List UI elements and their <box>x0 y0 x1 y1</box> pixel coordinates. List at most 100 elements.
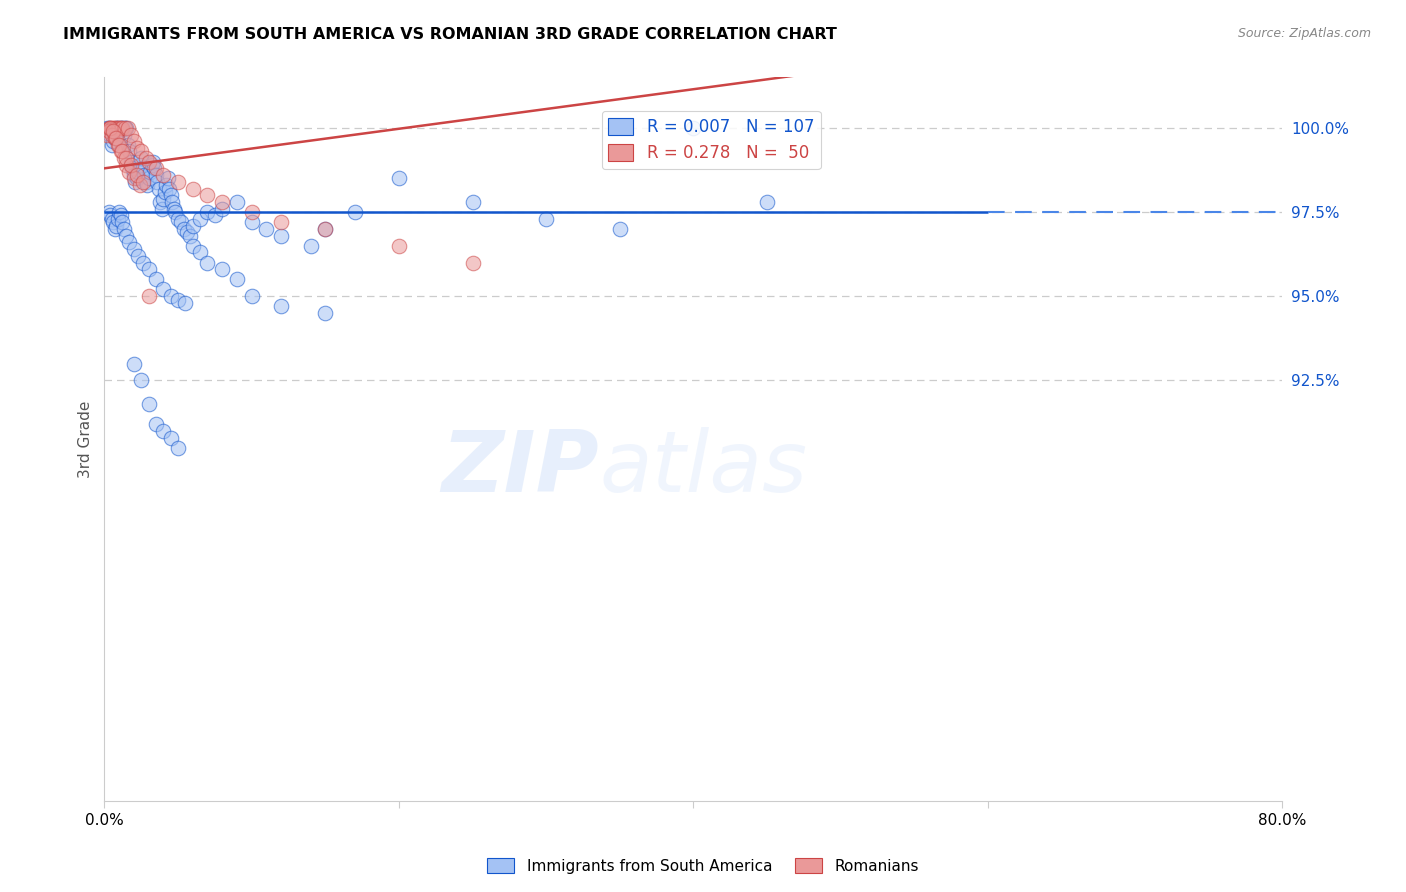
Point <box>461 255 484 269</box>
Point <box>145 161 167 176</box>
Point <box>181 238 204 252</box>
Point <box>128 178 150 193</box>
Point <box>127 164 149 178</box>
Point <box>314 306 336 320</box>
Point <box>240 205 263 219</box>
Point <box>118 145 141 159</box>
Point <box>153 185 176 199</box>
Point <box>388 238 411 252</box>
Point <box>138 154 160 169</box>
Point <box>135 175 157 189</box>
Point <box>270 228 292 243</box>
Point <box>115 120 138 135</box>
Point <box>138 171 160 186</box>
Point <box>131 175 153 189</box>
Point <box>188 245 211 260</box>
Point <box>107 120 129 135</box>
Point <box>103 135 125 149</box>
Point <box>100 128 122 142</box>
Point <box>107 120 129 135</box>
Point <box>160 194 183 209</box>
Point <box>299 238 322 252</box>
Point <box>118 164 141 178</box>
Point <box>105 131 128 145</box>
Point <box>152 424 174 438</box>
Point <box>125 141 148 155</box>
Text: IMMIGRANTS FROM SOUTH AMERICA VS ROMANIAN 3RD GRADE CORRELATION CHART: IMMIGRANTS FROM SOUTH AMERICA VS ROMANIA… <box>63 27 837 42</box>
Point <box>139 164 162 178</box>
Point <box>104 131 127 145</box>
Point <box>143 161 166 176</box>
Point <box>97 205 120 219</box>
Point <box>114 120 136 135</box>
Point <box>165 205 187 219</box>
Point <box>181 219 204 233</box>
Point <box>104 222 127 236</box>
Point <box>108 205 131 219</box>
Point <box>134 168 156 182</box>
Point <box>112 222 135 236</box>
Point <box>110 120 132 135</box>
Point <box>115 158 138 172</box>
Point <box>240 289 263 303</box>
Point <box>141 158 163 172</box>
Point <box>112 128 135 142</box>
Point <box>97 124 120 138</box>
Point <box>146 175 169 189</box>
Point <box>96 128 118 142</box>
Point <box>105 219 128 233</box>
Point <box>148 181 170 195</box>
Text: atlas: atlas <box>599 426 807 509</box>
Point <box>314 222 336 236</box>
Point <box>162 202 184 216</box>
Point <box>108 137 131 152</box>
Point <box>159 188 181 202</box>
Point <box>155 178 177 193</box>
Y-axis label: 3rd Grade: 3rd Grade <box>79 401 93 478</box>
Point <box>105 120 128 135</box>
Point <box>122 171 145 186</box>
Point <box>756 194 779 209</box>
Point <box>240 215 263 229</box>
Point <box>135 151 157 165</box>
Point <box>138 289 160 303</box>
Point <box>174 296 197 310</box>
Point <box>129 145 152 159</box>
Point <box>159 431 181 445</box>
Point <box>211 262 233 277</box>
Point <box>103 215 125 229</box>
Point <box>270 299 292 313</box>
Point <box>157 181 180 195</box>
Point <box>111 120 134 135</box>
Point <box>100 211 122 226</box>
Point <box>138 397 160 411</box>
Point <box>124 175 146 189</box>
Point <box>145 417 167 431</box>
Point <box>122 242 145 256</box>
Point <box>122 135 145 149</box>
Point <box>114 120 136 135</box>
Point <box>127 249 149 263</box>
Point <box>170 215 193 229</box>
Point <box>343 205 366 219</box>
Point <box>122 357 145 371</box>
Point <box>131 255 153 269</box>
Point <box>121 161 143 176</box>
Point <box>609 222 631 236</box>
Point <box>211 194 233 209</box>
Point <box>188 211 211 226</box>
Point <box>96 120 118 135</box>
Point <box>167 211 190 226</box>
Text: Source: ZipAtlas.com: Source: ZipAtlas.com <box>1237 27 1371 40</box>
Point <box>103 120 125 135</box>
Point <box>110 120 132 135</box>
Point <box>98 120 121 135</box>
Point <box>254 222 277 236</box>
Point <box>270 215 292 229</box>
Point <box>117 137 139 152</box>
Point <box>110 209 132 223</box>
Point <box>226 272 249 286</box>
Point <box>115 151 138 165</box>
Point <box>314 222 336 236</box>
Point <box>167 293 190 307</box>
